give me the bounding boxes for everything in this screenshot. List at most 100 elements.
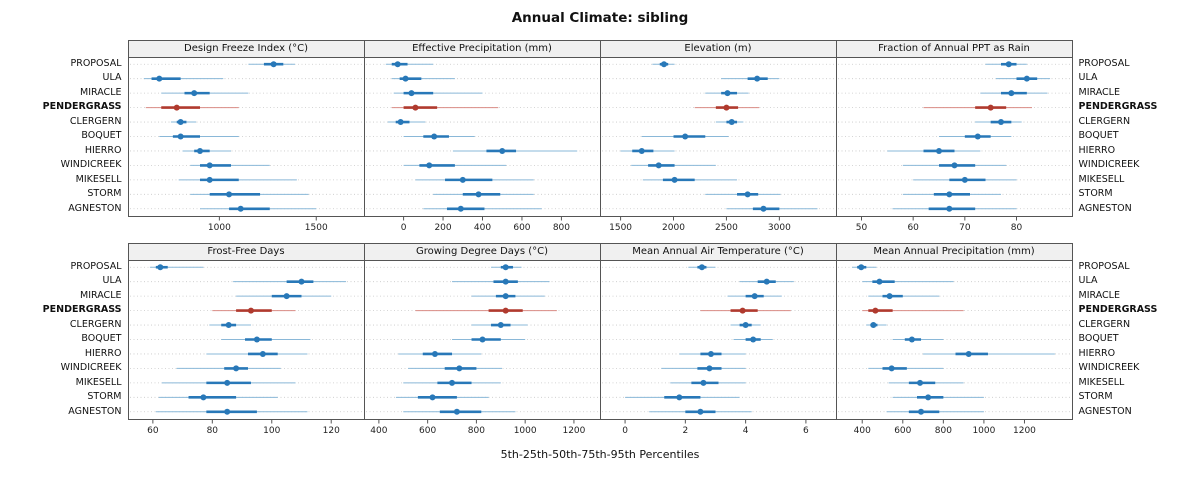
site-label-hierro: HIERRO	[84, 144, 122, 156]
median-dot	[475, 191, 482, 198]
median-dot	[875, 278, 882, 285]
panel-plot-area: 1500 2000 2500 3000	[599, 57, 837, 233]
panel-1: Effective Precipitation (mm) 0 200 400 600 80…	[363, 40, 601, 235]
site-label-agneston: AGNESTON	[68, 202, 122, 214]
median-dot	[431, 350, 438, 357]
site-label-hierro: HIERRO	[1078, 347, 1116, 359]
panel-plot-area: 400 600 800 1000 1200	[363, 260, 601, 436]
axis-tick-label: 600	[894, 426, 911, 436]
site-label-miracle: MIRACLE	[80, 86, 122, 98]
panel-4: Frost-Free Days 60 80 100 120	[127, 243, 365, 438]
site-labels-left: PROPOSAL ULA MIRACLE PENDERGRASS CLERGERN BOQ…	[10, 243, 128, 419]
axis-tick-label: 60	[147, 426, 159, 436]
site-label-hierro: HIERRO	[1078, 144, 1116, 156]
median-dot	[916, 379, 923, 386]
median-dot	[987, 104, 994, 111]
median-dot	[974, 133, 981, 140]
median-dot	[699, 379, 706, 386]
median-dot	[394, 61, 401, 68]
site-label-agneston: AGNESTON	[1078, 202, 1132, 214]
site-label-miracle: MIRACLE	[80, 289, 122, 301]
median-dot	[671, 176, 678, 183]
median-dot	[638, 147, 645, 154]
median-dot	[705, 365, 712, 372]
axis-tick-label: 1200	[1013, 426, 1036, 436]
axis-tick-label: 60	[907, 223, 919, 233]
median-dot	[698, 264, 705, 271]
median-dot	[961, 176, 968, 183]
panel-6: Mean Annual Air Temperature (°C) 0 2 4 6	[599, 243, 837, 438]
site-label-ula: ULA	[1078, 72, 1098, 84]
panel-plot-area: 60 80 100 120	[127, 260, 365, 436]
site-label-storm: STORM	[87, 188, 122, 200]
median-dot	[723, 90, 730, 97]
panel-3: Fraction of Annual PPT as Rain 50 60 70 80	[835, 40, 1073, 235]
axis-tick-label: 80	[206, 426, 218, 436]
panel-border	[363, 57, 601, 217]
site-label-pendergrass: PENDERGRASS	[42, 101, 122, 113]
median-dot	[722, 104, 729, 111]
median-dot	[498, 147, 505, 154]
median-dot	[479, 336, 485, 343]
median-dot	[407, 90, 414, 97]
median-dot	[751, 293, 758, 300]
median-dot	[196, 147, 203, 154]
median-dot	[945, 191, 952, 198]
median-dot	[857, 264, 864, 271]
panel-plot-area: 50 60 70 80	[835, 57, 1073, 233]
median-dot	[199, 394, 206, 401]
panel-grid: PROPOSAL ULA MIRACLE PENDERGRASS CLERGERN BOQ…	[4, 40, 1196, 438]
median-dot	[457, 205, 464, 212]
axis-tick-label: 800	[467, 426, 484, 436]
panel-plot-area: 0 200 400 600 800	[363, 57, 601, 233]
site-label-windicreek: WINDICREEK	[60, 159, 122, 171]
site-label-pendergrass: PENDERGRASS	[42, 304, 122, 316]
median-dot	[965, 350, 972, 357]
site-label-proposal: PROPOSAL	[1078, 58, 1130, 69]
site-label-mikesell: MIKESELL	[75, 173, 122, 185]
site-label-clergern: CLERGERN	[69, 115, 122, 127]
median-dot	[869, 322, 876, 329]
median-dot	[206, 176, 213, 183]
site-label-boquet: BOQUET	[81, 130, 122, 142]
site-labels-left: PROPOSAL ULA MIRACLE PENDERGRASS CLERGERN BOQ…	[10, 40, 128, 216]
axis-tick-label: 600	[419, 426, 436, 436]
axis-tick-label: 4	[742, 426, 748, 436]
median-dot	[763, 278, 770, 285]
panel-strip-title: Mean Annual Precipitation (mm)	[835, 243, 1073, 260]
axis-tick-label: 600	[513, 223, 530, 233]
median-dot	[660, 61, 667, 68]
median-dot	[283, 293, 290, 300]
site-label-clergern: CLERGERN	[69, 318, 122, 330]
median-dot	[497, 322, 504, 329]
site-label-hierro: HIERRO	[84, 347, 122, 359]
site-label-storm: STORM	[1078, 188, 1113, 200]
axis-tick-label: 1000	[513, 426, 536, 436]
median-dot	[744, 191, 751, 198]
site-label-storm: STORM	[1078, 391, 1113, 403]
panel-7: Mean Annual Precipitation (mm) 400 600 800 1…	[835, 243, 1073, 438]
site-label-clergern: CLERGERN	[1078, 115, 1131, 127]
median-dot	[753, 75, 760, 82]
site-label-proposal: PROPOSAL	[70, 261, 122, 272]
panel-5: Growing Degree Days (°C) 400 600 800 1000 120…	[363, 243, 601, 438]
median-dot	[707, 350, 714, 357]
median-dot	[739, 307, 746, 314]
median-dot	[502, 278, 509, 285]
panel-plot-area: 0 2 4 6	[599, 260, 837, 436]
median-dot	[728, 119, 735, 126]
axis-tick-label: 1500	[304, 223, 327, 233]
panel-border	[835, 57, 1073, 217]
axis-tick-label: 1500	[609, 223, 632, 233]
site-label-windicreek: WINDICREEK	[60, 362, 122, 374]
median-dot	[681, 133, 688, 140]
median-dot	[177, 133, 184, 140]
median-dot	[888, 365, 895, 372]
axis-tick-label: 100	[263, 426, 280, 436]
median-dot	[1023, 75, 1030, 82]
axis-tick-label: 6	[803, 426, 809, 436]
site-label-windicreek: WINDICREEK	[1078, 362, 1140, 374]
median-dot	[259, 350, 266, 357]
panel-0: Design Freeze Index (°C) 1000 1500	[127, 40, 365, 235]
